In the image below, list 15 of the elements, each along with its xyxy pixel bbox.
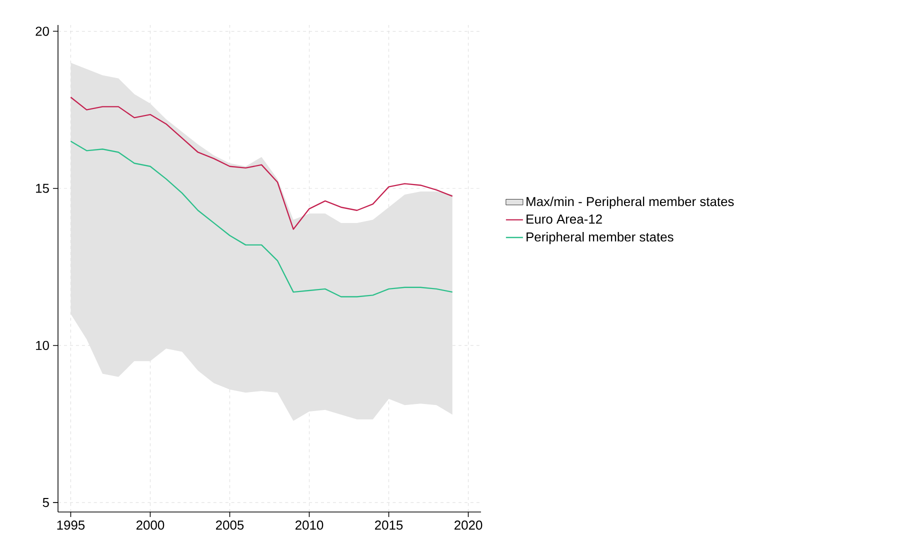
x-tick-label: 1995 (57, 520, 85, 530)
x-tick-label: 2020 (454, 520, 482, 530)
y-tick-label: 15 (36, 184, 49, 193)
line-series (70, 96, 453, 230)
x-tick-label: 2005 (216, 520, 244, 530)
legend-label: Euro Area-12 (526, 214, 602, 224)
legend-label: Peripheral member states (526, 232, 674, 244)
y-tick-label: 10 (36, 340, 49, 350)
x-tick-label: 2010 (296, 520, 324, 530)
y-tick-label: 5 (42, 498, 49, 508)
y-tick-label: 20 (36, 26, 49, 36)
line-series (70, 140, 453, 298)
x-tick-label: 2000 (136, 520, 164, 530)
legend-label: Max/min - Peripheral member states (526, 196, 734, 209)
x-tick-label: 2015 (375, 520, 403, 530)
